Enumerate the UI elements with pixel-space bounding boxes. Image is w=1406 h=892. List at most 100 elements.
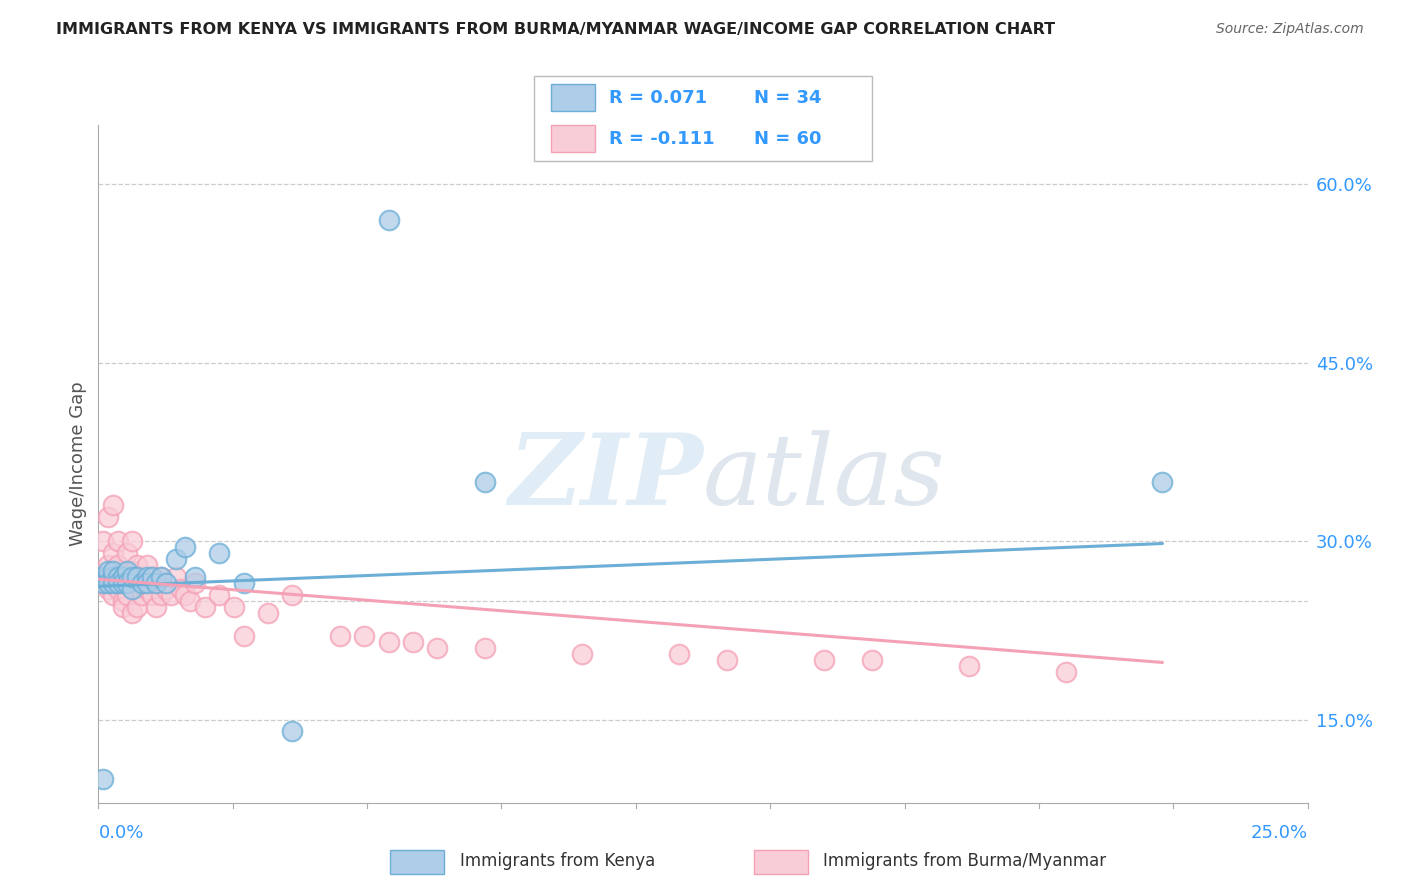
Text: Source: ZipAtlas.com: Source: ZipAtlas.com [1216, 22, 1364, 37]
Point [232, 575, 254, 590]
Point [155, 575, 177, 590]
Point [131, 570, 153, 584]
FancyBboxPatch shape [534, 76, 872, 161]
Point [160, 588, 183, 602]
Point [150, 588, 173, 602]
Point [135, 570, 157, 584]
Point [208, 588, 231, 602]
Text: N = 34: N = 34 [754, 89, 821, 107]
Point [127, 570, 149, 584]
Text: R = -0.111: R = -0.111 [609, 129, 714, 147]
Text: N = 60: N = 60 [754, 129, 821, 147]
Point [107, 575, 129, 590]
Point [121, 582, 143, 596]
Point [474, 641, 496, 656]
Point [329, 629, 352, 643]
Point [150, 570, 173, 584]
Point [111, 575, 134, 590]
Point [91, 772, 114, 786]
Text: ZIP: ZIP [508, 429, 703, 525]
Point [111, 570, 134, 584]
Point [174, 540, 197, 554]
Point [91, 570, 114, 584]
Point [150, 570, 173, 584]
Point [121, 570, 143, 584]
Point [127, 599, 149, 614]
Text: Immigrants from Burma/Myanmar: Immigrants from Burma/Myanmar [824, 852, 1107, 870]
Point [145, 575, 167, 590]
Point [97, 510, 120, 524]
Point [131, 588, 153, 602]
Point [145, 599, 167, 614]
Point [141, 588, 163, 602]
Point [377, 213, 399, 227]
Point [141, 570, 163, 584]
Point [169, 582, 191, 596]
Point [165, 570, 187, 584]
Point [281, 588, 304, 602]
Point [194, 599, 217, 614]
Point [174, 588, 197, 602]
Point [121, 534, 143, 549]
Point [184, 570, 207, 584]
Point [474, 475, 496, 489]
Text: 0.0%: 0.0% [98, 824, 143, 842]
Point [91, 575, 114, 590]
Point [97, 570, 120, 584]
Point [145, 575, 167, 590]
Point [141, 570, 163, 584]
Point [117, 546, 139, 560]
Point [91, 575, 114, 590]
Point [117, 564, 139, 578]
Point [179, 593, 201, 607]
Bar [754, 849, 808, 874]
Point [107, 570, 129, 584]
Point [127, 558, 149, 572]
Bar [391, 849, 444, 874]
Point [101, 575, 124, 590]
Point [97, 582, 120, 596]
Point [117, 575, 139, 590]
Point [426, 641, 449, 656]
Point [107, 534, 129, 549]
Point [101, 588, 124, 602]
Point [135, 558, 157, 572]
Point [208, 546, 231, 560]
Point [222, 599, 245, 614]
Point [256, 606, 278, 620]
Point [117, 570, 139, 584]
Point [111, 593, 134, 607]
Point [111, 599, 134, 614]
Point [1054, 665, 1077, 679]
Text: IMMIGRANTS FROM KENYA VS IMMIGRANTS FROM BURMA/MYANMAR WAGE/INCOME GAP CORRELATI: IMMIGRANTS FROM KENYA VS IMMIGRANTS FROM… [56, 22, 1056, 37]
Point [131, 575, 153, 590]
Point [135, 575, 157, 590]
Text: atlas: atlas [703, 430, 946, 525]
Point [97, 558, 120, 572]
Point [101, 546, 124, 560]
Point [97, 575, 120, 590]
Bar [551, 85, 595, 112]
Text: Immigrants from Kenya: Immigrants from Kenya [460, 852, 655, 870]
Point [571, 647, 593, 661]
Point [97, 564, 120, 578]
Point [127, 575, 149, 590]
Point [91, 570, 114, 584]
Point [232, 629, 254, 643]
Text: R = 0.071: R = 0.071 [609, 89, 707, 107]
Point [668, 647, 690, 661]
Point [101, 570, 124, 584]
Point [353, 629, 375, 643]
Y-axis label: Wage/Income Gap: Wage/Income Gap [69, 382, 87, 546]
Point [155, 582, 177, 596]
Text: 25.0%: 25.0% [1250, 824, 1308, 842]
Point [101, 499, 124, 513]
Point [281, 724, 304, 739]
Point [135, 582, 157, 596]
Point [117, 588, 139, 602]
Point [184, 575, 207, 590]
Point [957, 659, 980, 673]
Point [716, 653, 738, 667]
Point [121, 564, 143, 578]
Point [377, 635, 399, 649]
